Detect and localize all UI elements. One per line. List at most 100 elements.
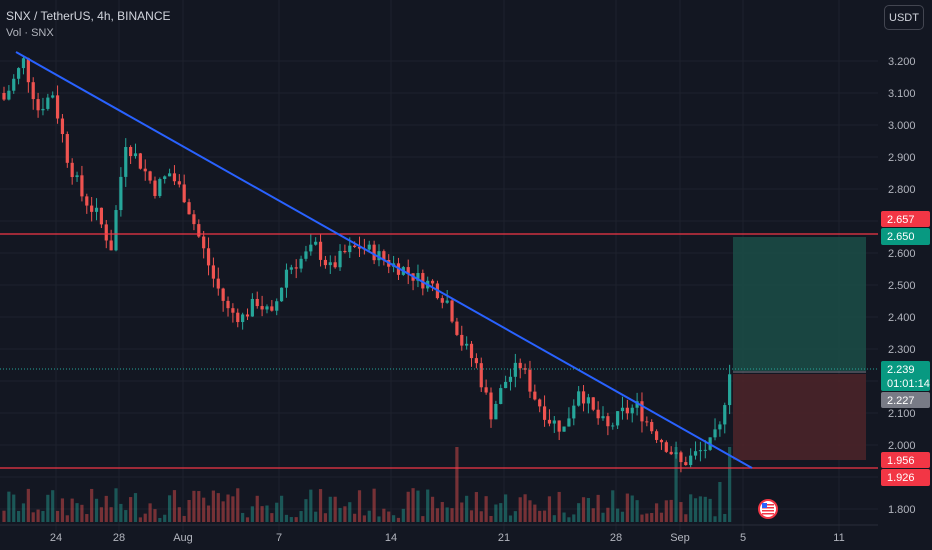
last-price-badge-text: 01:01:14 (887, 378, 930, 390)
candle-body (255, 298, 259, 307)
volume-bar (260, 506, 264, 522)
volume-bar (328, 496, 332, 522)
candle-body (460, 334, 464, 346)
candle-body (353, 245, 357, 247)
candle-body (36, 99, 40, 111)
volume-bar (679, 502, 683, 522)
volume-bar (674, 447, 678, 522)
candle-body (528, 369, 532, 392)
us-flag-icon[interactable] (758, 499, 778, 519)
resistance-upper-badge-text: 2.657 (887, 214, 915, 226)
candle-body (679, 452, 683, 463)
volume-bar (270, 513, 274, 522)
candle-body (99, 207, 103, 225)
volume-bar (567, 517, 571, 522)
candle-body (46, 97, 50, 109)
candle-body (616, 411, 620, 426)
symbol-title[interactable]: SNX / TetherUS, 4h, BINANCE (6, 9, 171, 23)
position-tool[interactable] (733, 237, 866, 460)
candle-body (41, 108, 45, 111)
candle-body (635, 401, 639, 408)
candle-body (489, 392, 493, 420)
volume-bar (148, 503, 152, 522)
volume-bar (202, 497, 206, 522)
candle-body (689, 455, 693, 466)
volume-bar (216, 493, 220, 522)
candle-body (606, 416, 610, 427)
volume-bar (435, 508, 440, 522)
candle-body (119, 176, 123, 211)
volume-bar (635, 500, 639, 522)
time-tick-label: 7 (276, 532, 282, 544)
volume-bar (124, 510, 128, 522)
candle-body (620, 407, 625, 412)
candle-body (664, 442, 668, 452)
candle-body (309, 244, 313, 252)
volume-legend[interactable]: Vol · SNX (6, 27, 54, 39)
volume-bar (479, 511, 483, 522)
volume-bar (611, 490, 615, 522)
candle-body (440, 298, 444, 303)
candle-body (518, 362, 522, 369)
candle-body (552, 420, 556, 424)
volume-bar (528, 500, 532, 522)
time-tick-label: 14 (385, 532, 397, 544)
candle-body (474, 358, 478, 364)
volume-bar (236, 488, 240, 522)
prev-close-badge-bg (881, 392, 930, 408)
candle-body (236, 312, 240, 323)
time-tick-label: Aug (173, 532, 193, 544)
volume-bar (465, 495, 469, 522)
drawings-layer[interactable] (0, 51, 878, 469)
candle-body (484, 387, 488, 393)
price-tick-label: 2.400 (888, 312, 916, 324)
price-tick-label: 2.600 (888, 248, 916, 260)
time-axis[interactable]: 24 28 Aug 7 14 21 28 Sep 5 11 (0, 524, 878, 544)
time-tick-label: Sep (670, 532, 690, 544)
candle-body (245, 314, 250, 317)
flag-ring (758, 499, 778, 519)
volume-bar (343, 506, 347, 522)
volume-bar (104, 495, 108, 522)
volume-bar (650, 513, 654, 522)
volume-bar (46, 494, 50, 522)
candle-body (177, 181, 181, 185)
candle-body (372, 244, 376, 261)
volume-bar (445, 507, 449, 522)
candle-body (265, 306, 269, 310)
candle-body (104, 224, 108, 241)
support-lower-badge-bg (881, 469, 930, 486)
volume-bar (284, 514, 289, 522)
volume-bar (158, 517, 162, 522)
candle-body (703, 449, 707, 451)
price-tick-label: 2.800 (888, 184, 916, 196)
volume-bar (689, 494, 693, 522)
volume-bar (75, 503, 79, 522)
candle-body (508, 376, 513, 382)
candle-body (197, 224, 201, 237)
support-upper-badge-text: 1.956 (887, 455, 915, 467)
time-tick-label: 28 (610, 532, 622, 544)
volume-bar (314, 511, 318, 522)
candle-body (323, 259, 328, 266)
time-tick-label: 11 (833, 532, 844, 544)
candle-body (416, 273, 420, 281)
candle-body (343, 250, 347, 253)
candle-body (143, 168, 147, 172)
prev-close-badge-text: 2.227 (887, 395, 915, 407)
volume-bar (231, 496, 235, 522)
volume-bar (484, 496, 488, 522)
candle-body (221, 288, 225, 301)
currency-button[interactable]: USDT (884, 5, 924, 30)
volume-bar (581, 497, 586, 522)
volume-bar (309, 489, 313, 522)
volume-bar (294, 517, 298, 522)
price-tick-label: 1.800 (888, 504, 916, 516)
candle-body (450, 300, 454, 322)
volume-bar (601, 512, 605, 522)
volume-bar (299, 511, 303, 522)
volume-bar (703, 496, 707, 522)
price-tick-label: 2.300 (888, 344, 916, 356)
volume-bar (693, 498, 698, 522)
